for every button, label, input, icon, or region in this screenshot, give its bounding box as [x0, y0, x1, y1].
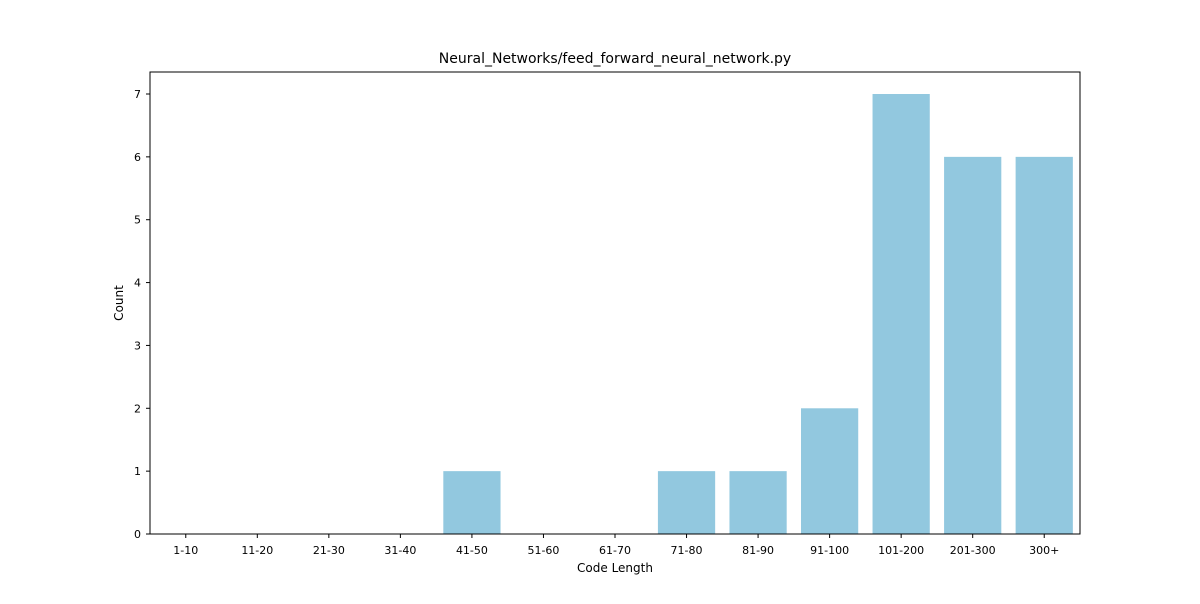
x-tick-label: 61-70: [599, 544, 631, 557]
chart-title: Neural_Networks/feed_forward_neural_netw…: [439, 51, 791, 67]
y-tick-label: 5: [134, 214, 141, 227]
x-tick-label: 71-80: [671, 544, 703, 557]
y-tick-label: 7: [134, 88, 141, 101]
x-tick-label: 300+: [1029, 544, 1059, 557]
y-tick-label: 0: [134, 528, 141, 541]
x-tick-label: 41-50: [456, 544, 488, 557]
bar-300+: [1015, 156, 1073, 535]
y-axis-label: Count: [112, 285, 126, 321]
bar-91-100: [801, 408, 859, 534]
x-tick-label: 201-300: [950, 544, 996, 557]
x-tick-label: 1-10: [173, 544, 198, 557]
y-axis: 0 1 2 3 4 5 6 7: [134, 88, 150, 541]
bar-81-90: [729, 471, 787, 534]
x-axis: 1-10 11-20 21-30 31-40 41-50 51-60 61-70 71-80 8…: [173, 534, 1059, 557]
y-tick-label: 1: [134, 465, 141, 478]
bar-201-300: [944, 156, 1002, 535]
y-tick-label: 2: [134, 402, 141, 415]
x-axis-label: Code Length: [577, 561, 653, 575]
bar-71-80: [657, 471, 716, 534]
y-tick-label: 6: [134, 151, 141, 164]
x-tick-label: 101-200: [878, 544, 924, 557]
bars-layer: [443, 94, 1073, 535]
x-tick-label: 51-60: [527, 544, 559, 557]
plot-area-frame: [149, 71, 1081, 535]
x-tick-label: 11-20: [241, 544, 273, 557]
x-tick-label: 21-30: [313, 544, 345, 557]
bar-101-200: [872, 94, 930, 534]
y-tick-label: 3: [134, 339, 141, 352]
x-tick-label: 91-100: [810, 544, 849, 557]
y-tick-label: 4: [134, 277, 141, 290]
x-tick-label: 31-40: [384, 544, 416, 557]
x-tick-label: 81-90: [742, 544, 774, 557]
bar-41-50: [443, 471, 501, 534]
